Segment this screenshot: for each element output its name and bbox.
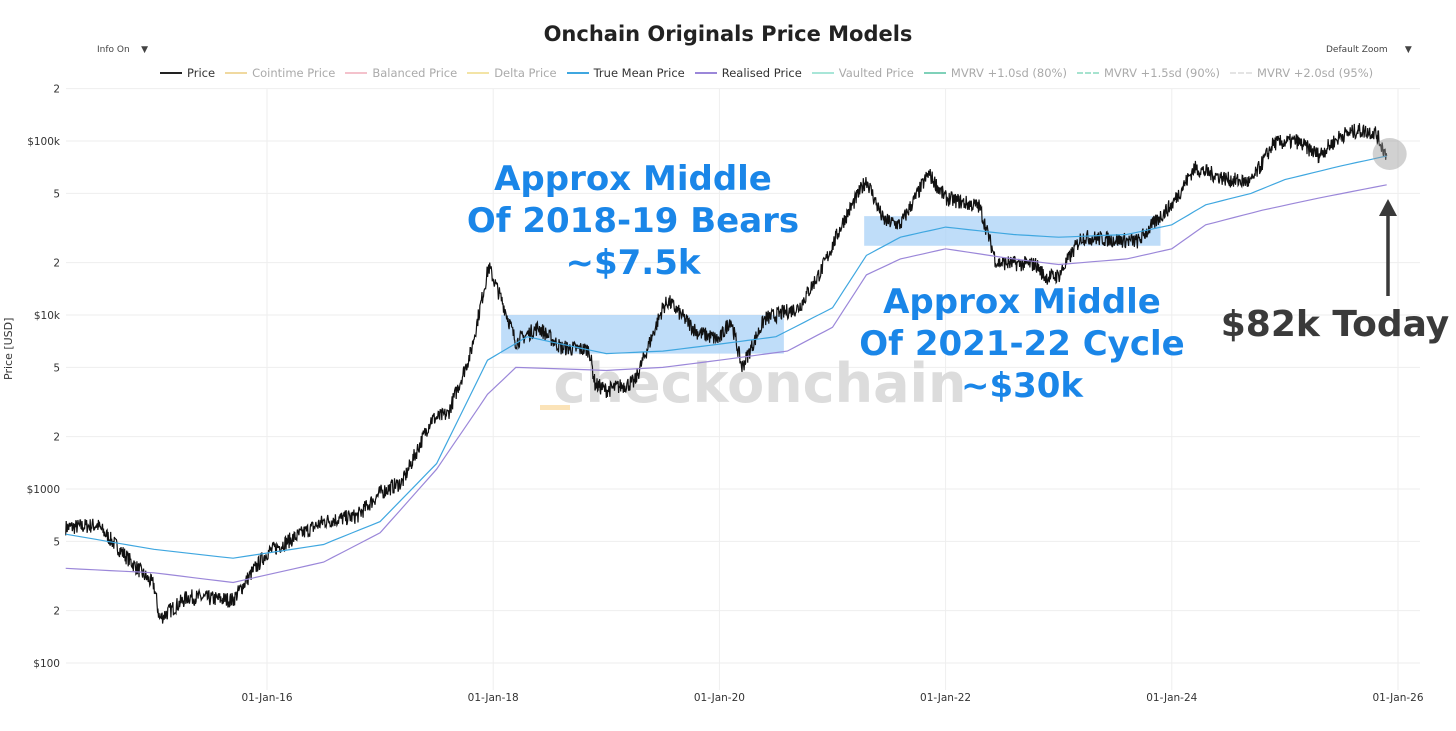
zoom-dropdown[interactable]: Default Zoom ▼ [1326,45,1412,55]
y-tick-label: 2 [53,606,60,618]
x-tick-label: 01-Jan-16 [241,692,292,704]
legend-swatch [1230,72,1253,74]
legend-item[interactable]: Price [160,66,215,80]
legend-item[interactable]: Balanced Price [345,66,457,80]
legend-swatch [1076,72,1099,74]
series-price [65,123,1388,624]
y-tick-label: 2 [53,84,60,96]
legend-swatch [694,72,717,74]
dropdown-arrow-icon: ▼ [1404,45,1412,55]
annotation-text: Of 2021-22 Cycle [859,324,1184,364]
legend-item[interactable]: Realised Price [694,66,802,80]
series-true-mean-price [65,155,1387,559]
y-tick-label: 2 [53,432,60,444]
legend-label: Delta Price [494,66,557,80]
annotation-text: Approx Middle [494,159,772,199]
x-tick-label: 01-Jan-22 [920,692,971,704]
legend-label: Cointime Price [252,66,336,80]
x-tick-label: 01-Jan-26 [1372,692,1423,704]
legend-swatch [467,72,490,74]
y-tick-label: $100k [27,136,61,148]
y-tick-label: 5 [53,188,60,200]
y-tick-label: $1000 [27,484,60,496]
legend-item[interactable]: Cointime Price [225,66,335,80]
chart-title: Onchain Originals Price Models [543,22,913,46]
info-toggle-label: Info On [97,45,130,55]
y-tick-label: $100 [33,658,60,670]
legend-item[interactable]: Vaulted Price [811,66,914,80]
legend-label: MVRV +1.5sd (90%) [1103,66,1221,80]
info-toggle-dropdown[interactable]: Info On ▼ [97,45,148,55]
annotation-text: $82k Today [1221,304,1450,345]
series-realised-price [65,184,1387,584]
legend: Price Cointime Price Balanced Price Delta P… [160,66,1373,80]
legend-item[interactable]: True Mean Price [566,66,685,80]
legend-item[interactable]: MVRV +2.0sd (95%) [1230,66,1373,80]
zoom-label: Default Zoom [1326,45,1388,55]
annotation-text: ~$30k [961,366,1084,406]
legend-item[interactable]: MVRV +1.0sd (80%) [923,66,1067,80]
x-tick-label: 01-Jan-24 [1146,692,1197,704]
legend-label: Balanced Price [372,66,458,80]
legend-swatch [566,72,589,74]
annotation-text: Of 2018-19 Bears [467,201,799,241]
watermark-logo [540,405,570,410]
legend-label: MVRV +1.0sd (80%) [950,66,1067,80]
x-tick-label: 01-Jan-20 [694,692,745,704]
y-tick-label: 2 [53,258,60,270]
legend-swatch [225,72,248,74]
y-tick-label: 5 [53,362,60,374]
plot-area [66,89,1420,690]
legend-label: True Mean Price [593,66,685,80]
legend-swatch [923,72,946,74]
annotation-text: Approx Middle [883,282,1161,322]
watermark: checkonchain [554,352,967,415]
legend-item[interactable]: Delta Price [467,66,557,80]
y-tick-label: $10k [34,310,61,322]
today-marker-circle [1372,137,1407,170]
legend-item[interactable]: MVRV +1.5sd (90%) [1076,66,1221,80]
y-axis-label: Price [USD] [2,317,15,380]
annotation-text: ~$7.5k [566,243,702,283]
today-arrow-head [1379,199,1397,216]
legend-swatch [345,72,368,74]
legend-swatch [811,72,834,74]
legend-label: Realised Price [721,66,802,80]
legend-label: Price [187,66,216,80]
x-tick-label: 01-Jan-18 [468,692,519,704]
legend-label: MVRV +2.0sd (95%) [1257,66,1374,80]
dropdown-arrow-icon: ▼ [141,45,149,55]
legend-swatch [160,72,182,74]
legend-label: Vaulted Price [838,66,914,80]
y-tick-label: 5 [53,536,60,548]
